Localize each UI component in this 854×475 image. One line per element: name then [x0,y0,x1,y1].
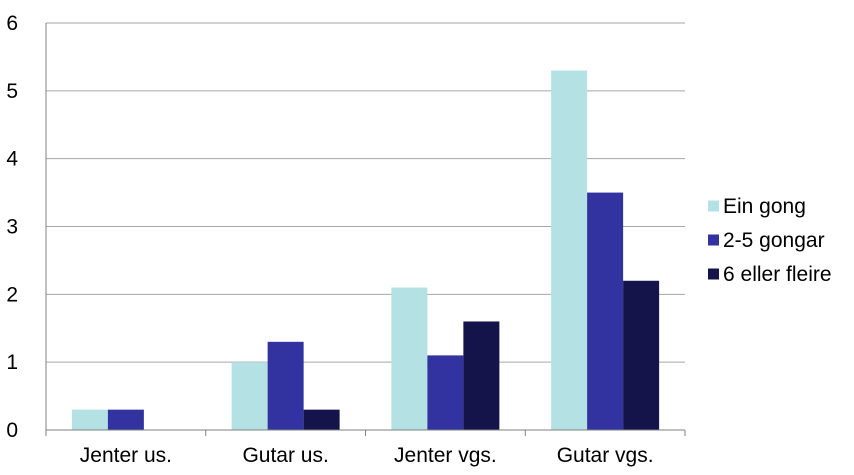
y-tick-label: 3 [6,216,18,239]
y-tick-label: 2 [6,283,18,306]
x-category-label: Gutar us. [242,444,328,467]
bar-ein-gong-3 [551,70,588,430]
x-category-label: Jenter us. [80,444,172,467]
bar-ein-gong-1 [231,362,268,430]
bars [71,70,660,430]
legend-label: Ein gong [723,195,806,218]
x-category-label: Gutar vgs. [557,444,654,467]
legend-label: 2-5 gongar [723,229,825,252]
bar-2-5-gongar-1 [267,341,304,430]
bar-2-5-gongar-2 [427,355,464,430]
y-tick-label: 4 [6,148,18,171]
bar-6-eller-fleire-2 [463,321,500,430]
y-tick-label: 5 [6,80,18,103]
bar-2-5-gongar-0 [107,409,144,430]
y-tick-label: 1 [6,351,18,374]
bar-2-5-gongar-3 [587,192,624,430]
bar-ein-gong-0 [71,409,108,430]
bar-ein-gong-2 [391,287,428,430]
legend-label: 6 eller fleire [723,263,832,286]
y-tick-label: 0 [6,419,18,442]
axes [45,23,686,436]
legend-swatch [708,234,719,246]
legend-swatch [708,200,719,212]
bar-6-eller-fleire-3 [623,280,660,430]
bar-6-eller-fleire-1 [303,409,340,430]
axis-labels: 0 1 2 3 4 5 6 Jenter us. Gutar us. Jenter vgs. Gut… [6,12,653,467]
legend-swatch [708,268,719,280]
x-category-label: Jenter vgs. [394,444,497,467]
legend: Ein gong 2-5 gongar 6 eller fleire [708,195,832,286]
y-tick-label: 6 [6,12,18,35]
